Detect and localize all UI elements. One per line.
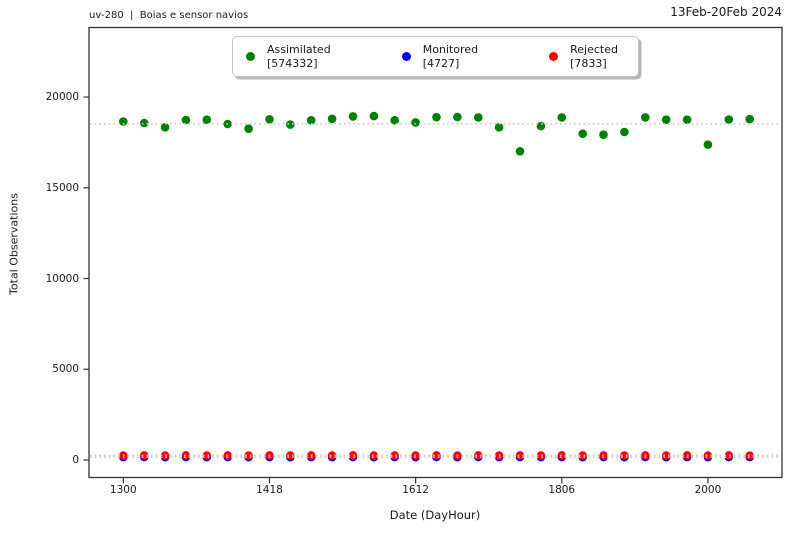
y-tick-label: 20000 — [45, 91, 79, 104]
rejected-point — [557, 451, 566, 460]
assimilated-point — [724, 115, 734, 124]
assimilated-point — [515, 147, 525, 156]
assimilated-point — [557, 113, 567, 122]
assimilated-point — [202, 115, 212, 124]
legend-label: Monitored — [422, 42, 479, 56]
rejected-point — [348, 451, 358, 460]
monitored-marker-icon — [401, 52, 411, 61]
x-tick-label: 1612 — [402, 484, 429, 496]
legend-count: [4727] — [422, 56, 460, 70]
assimilated-point — [119, 117, 128, 126]
rejected-point — [745, 451, 754, 460]
assimilated-point — [578, 129, 587, 138]
legend-count: [7833] — [570, 56, 607, 70]
assimilated-point — [181, 115, 191, 125]
legend-label: Rejected — [570, 42, 618, 56]
rejected-point — [160, 451, 170, 460]
y-tick-label: 5000 — [52, 363, 79, 376]
assimilated-marker-icon — [246, 52, 255, 61]
plot-title-left: uv-280 | Boias e sensor navios — [89, 10, 249, 21]
y-tick-label: 10000 — [45, 272, 79, 285]
x-tick-label: 1300 — [109, 484, 137, 496]
assimilated-point — [536, 121, 546, 131]
y-tick-label: 0 — [72, 454, 79, 466]
x-tick-label: 1806 — [548, 484, 576, 496]
plot-title-right: 13Feb-20Feb 2024 — [670, 5, 782, 19]
y-axis-label: Total Observations — [7, 193, 21, 295]
y-tick-label: 15000 — [45, 181, 79, 194]
rejected-point — [536, 451, 546, 460]
assimilated-point — [139, 118, 149, 128]
legend-item-rejected: Rejected [7833] — [549, 43, 618, 71]
assimilated-point — [661, 115, 671, 124]
assimilated-point — [703, 140, 713, 149]
legend-item-monitored: Monitored [4727] — [401, 42, 479, 71]
assimilated-point — [682, 115, 692, 124]
legend-count: [574332] — [267, 56, 318, 70]
assimilated-point — [411, 118, 420, 127]
assimilated-point — [432, 112, 441, 122]
assimilated-point — [160, 123, 170, 132]
assimilated-point — [286, 120, 295, 129]
assimilated-point — [327, 114, 337, 124]
legend-label: Assimilated — [267, 42, 331, 56]
assimilated-point — [265, 115, 274, 124]
legend: Assimilated [574332] Monitored [4727] Re… — [232, 36, 639, 77]
assimilated-point — [348, 112, 358, 121]
rejected-point — [369, 451, 379, 460]
rejected-point — [724, 451, 733, 460]
x-tick-label: 1418 — [256, 484, 283, 496]
assimilated-point — [390, 116, 400, 125]
assimilated-point — [494, 123, 504, 132]
assimilated-point — [369, 111, 379, 121]
assimilated-point — [306, 116, 316, 125]
legend-item-assimilated: Assimilated [574332] — [246, 43, 331, 71]
assimilated-point — [641, 113, 650, 122]
assimilated-point — [620, 127, 629, 137]
assimilated-point — [474, 113, 483, 122]
x-tick-label: 2000 — [694, 484, 722, 496]
rejected-marker-icon — [549, 52, 559, 61]
assimilated-point — [244, 124, 253, 133]
rejected-point — [181, 451, 191, 460]
assimilated-point — [745, 114, 754, 124]
assimilated-point — [599, 130, 608, 139]
assimilated-point — [453, 112, 462, 122]
x-axis-label: Date (DayHour) — [389, 508, 481, 522]
axes-frame — [88, 26, 783, 479]
